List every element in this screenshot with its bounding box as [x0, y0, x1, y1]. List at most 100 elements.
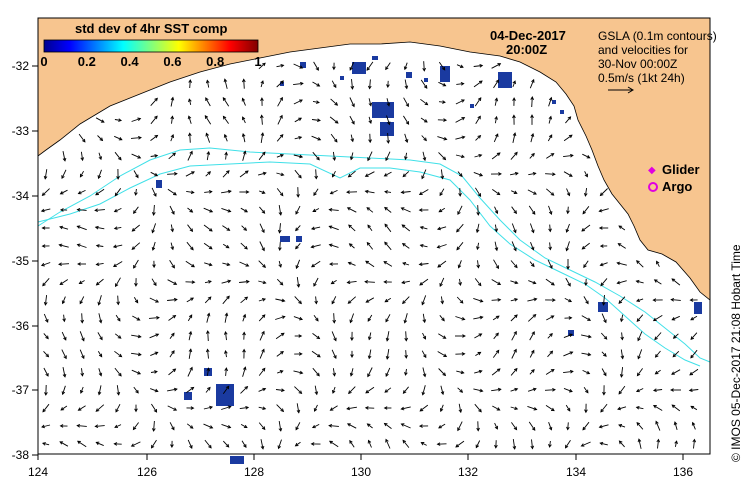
velocity-vector-head: [189, 445, 193, 449]
velocity-vector-head: [531, 368, 535, 373]
velocity-vector: [619, 440, 625, 448]
velocity-vector: [405, 368, 407, 376]
velocity-vector: [367, 151, 373, 161]
velocity-vector: [474, 333, 482, 339]
velocity-vector: [80, 151, 84, 161]
velocity-vector-head: [349, 319, 353, 324]
velocity-vector-head: [549, 265, 553, 269]
velocity-vector: [438, 368, 446, 376]
velocity-vector-head: [691, 421, 696, 426]
velocity-vector: [151, 187, 157, 197]
velocity-vector: [62, 367, 66, 377]
velocity-vector: [368, 116, 372, 124]
velocity-vector-head: [689, 371, 694, 376]
velocity-vector-head: [205, 348, 210, 353]
velocity-vector: [671, 369, 681, 375]
velocity-vector: [329, 116, 339, 124]
velocity-vector: [332, 386, 336, 394]
velocity-vector: [188, 331, 192, 341]
velocity-vector: [332, 151, 336, 161]
velocity-vector-head: [137, 352, 142, 357]
velocity-vector-head: [568, 298, 573, 303]
velocity-vector-head: [442, 335, 447, 339]
velocity-vector-head: [118, 137, 123, 141]
velocity-vector-head: [365, 389, 370, 394]
velocity-vector-head: [279, 96, 283, 101]
velocity-vector: [295, 243, 301, 249]
velocity-vector-head: [385, 66, 389, 71]
velocity-vector: [693, 439, 695, 449]
velocity-vector-head: [227, 209, 232, 213]
velocity-vector: [167, 299, 177, 301]
velocity-vector-head: [209, 405, 214, 410]
velocity-vector-head: [603, 335, 608, 340]
velocity-vector-head: [134, 408, 138, 413]
velocity-vector-head: [443, 136, 448, 141]
velocity-vector-head: [671, 371, 675, 375]
velocity-vector-head: [441, 317, 445, 322]
velocity-vector-head: [261, 190, 266, 194]
y-tick-label: -33: [12, 124, 30, 138]
velocity-vector-head: [314, 391, 319, 396]
velocity-vector-head: [244, 170, 249, 174]
velocity-vector-head: [531, 229, 535, 234]
velocity-vector-head: [171, 332, 175, 337]
velocity-vector: [437, 226, 447, 230]
velocity-vector: [95, 209, 105, 211]
velocity-vector: [332, 368, 336, 376]
legend-argo: Argo: [662, 179, 692, 194]
velocity-vector-head: [76, 243, 81, 248]
velocity-vector-head: [617, 243, 622, 247]
velocity-vector: [239, 406, 249, 410]
velocity-vector: [258, 406, 266, 410]
velocity-vector: [547, 350, 553, 358]
velocity-vector: [347, 423, 357, 429]
velocity-vector: [41, 262, 51, 266]
velocity-vector-head: [478, 80, 483, 84]
velocity-vector: [674, 421, 678, 431]
x-tick-label: 126: [137, 465, 157, 479]
velocity-vector-head: [295, 265, 299, 270]
velocity-vector: [617, 280, 627, 284]
velocity-vector: [188, 116, 192, 124]
velocity-vector-head: [241, 78, 246, 83]
velocity-vector: [545, 405, 555, 411]
velocity-vector: [58, 263, 70, 265]
velocity-vector-head: [316, 335, 321, 340]
velocity-vector-head: [226, 295, 230, 300]
velocity-vector: [618, 225, 626, 231]
velocity-vector-head: [365, 260, 369, 265]
velocity-vector: [204, 296, 212, 304]
velocity-vector-head: [316, 372, 320, 377]
velocity-vector-head: [367, 336, 372, 341]
velocity-vector: [581, 224, 591, 232]
velocity-vector-head: [457, 264, 462, 269]
velocity-vector: [582, 369, 590, 375]
velocity-vector-head: [442, 156, 447, 161]
info-line-3: 30-Nov 00:00Z: [598, 57, 677, 71]
velocity-vector-head: [421, 301, 425, 306]
velocity-vector-head: [671, 317, 676, 321]
velocity-vector: [582, 421, 590, 431]
velocity-vector-head: [155, 299, 160, 303]
velocity-vector-head: [531, 349, 535, 354]
velocity-vector-head: [404, 139, 409, 143]
velocity-vector: [365, 190, 375, 194]
velocity-vector-head: [279, 133, 284, 138]
velocity-vector-head: [618, 440, 623, 445]
velocity-vector: [333, 313, 335, 323]
velocity-vector-head: [299, 65, 304, 69]
velocity-vector-head: [116, 301, 121, 306]
velocity-vector: [347, 280, 357, 284]
velocity-vector: [294, 169, 302, 179]
velocity-vector: [187, 367, 193, 377]
velocity-vector: [367, 423, 373, 429]
velocity-vector: [599, 208, 609, 212]
velocity-vector: [456, 64, 464, 68]
velocity-vector-head: [190, 246, 194, 251]
velocity-vector-head: [603, 353, 607, 357]
velocity-vector: [531, 96, 533, 108]
velocity-vector: [438, 152, 446, 160]
velocity-vector: [404, 133, 408, 143]
velocity-vector-head: [245, 405, 250, 410]
